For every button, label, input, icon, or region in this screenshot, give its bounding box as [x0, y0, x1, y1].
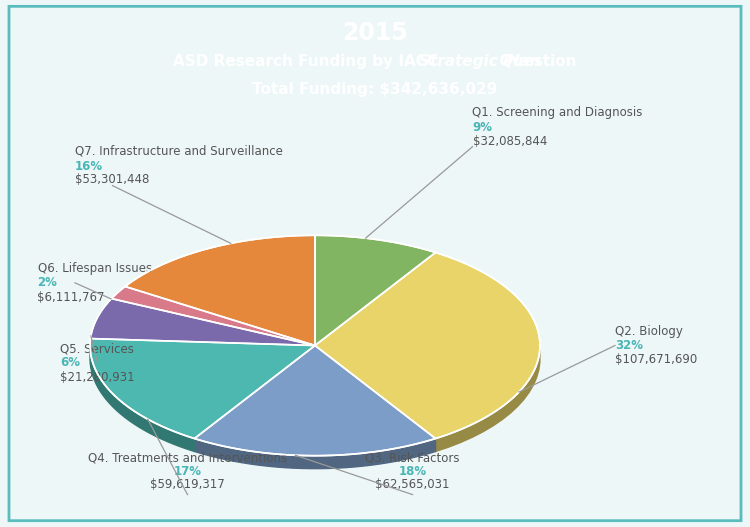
- Text: 6%: 6%: [60, 356, 80, 369]
- Text: Q2. Biology: Q2. Biology: [615, 325, 682, 338]
- Text: Q1. Screening and Diagnosis: Q1. Screening and Diagnosis: [472, 105, 643, 119]
- Text: 18%: 18%: [398, 465, 427, 478]
- Polygon shape: [90, 338, 315, 438]
- Text: Q4. Treatments and Interventions: Q4. Treatments and Interventions: [88, 451, 287, 464]
- Text: 2015: 2015: [342, 22, 408, 45]
- Polygon shape: [436, 349, 540, 452]
- Polygon shape: [315, 235, 436, 346]
- Text: $53,301,448: $53,301,448: [75, 173, 149, 187]
- Polygon shape: [194, 438, 436, 469]
- Text: $107,671,690: $107,671,690: [615, 353, 698, 366]
- Text: $6,111,767: $6,111,767: [38, 290, 105, 304]
- Text: 17%: 17%: [173, 465, 202, 478]
- Text: $62,565,031: $62,565,031: [375, 478, 450, 491]
- Polygon shape: [91, 299, 315, 346]
- Text: 16%: 16%: [75, 160, 103, 173]
- Text: 2%: 2%: [38, 276, 57, 289]
- Text: $32,085,844: $32,085,844: [472, 134, 547, 148]
- Polygon shape: [194, 346, 436, 456]
- Text: ASD Research Funding by IACC  Strategic Plan  Question: ASD Research Funding by IACC Strategic P…: [133, 54, 617, 69]
- Text: ASD Research Funding by IACC                   Question: ASD Research Funding by IACC Question: [173, 54, 577, 69]
- Text: Q3. Risk Factors: Q3. Risk Factors: [365, 451, 460, 464]
- Text: Strategic Plan: Strategic Plan: [209, 54, 541, 69]
- Polygon shape: [90, 347, 194, 452]
- Text: 9%: 9%: [472, 121, 493, 134]
- Text: $59,619,317: $59,619,317: [150, 478, 225, 491]
- Text: $21,280,931: $21,280,931: [60, 370, 135, 384]
- Polygon shape: [112, 287, 315, 346]
- Polygon shape: [125, 235, 315, 346]
- Polygon shape: [315, 252, 540, 438]
- Text: 32%: 32%: [615, 339, 643, 352]
- Text: Q7. Infrastructure and Surveillance: Q7. Infrastructure and Surveillance: [75, 144, 283, 158]
- Text: Q5. Services: Q5. Services: [60, 342, 134, 355]
- Text: Q6. Lifespan Issues: Q6. Lifespan Issues: [38, 262, 152, 275]
- Text: Total Funding: $342,636,029: Total Funding: $342,636,029: [252, 82, 498, 97]
